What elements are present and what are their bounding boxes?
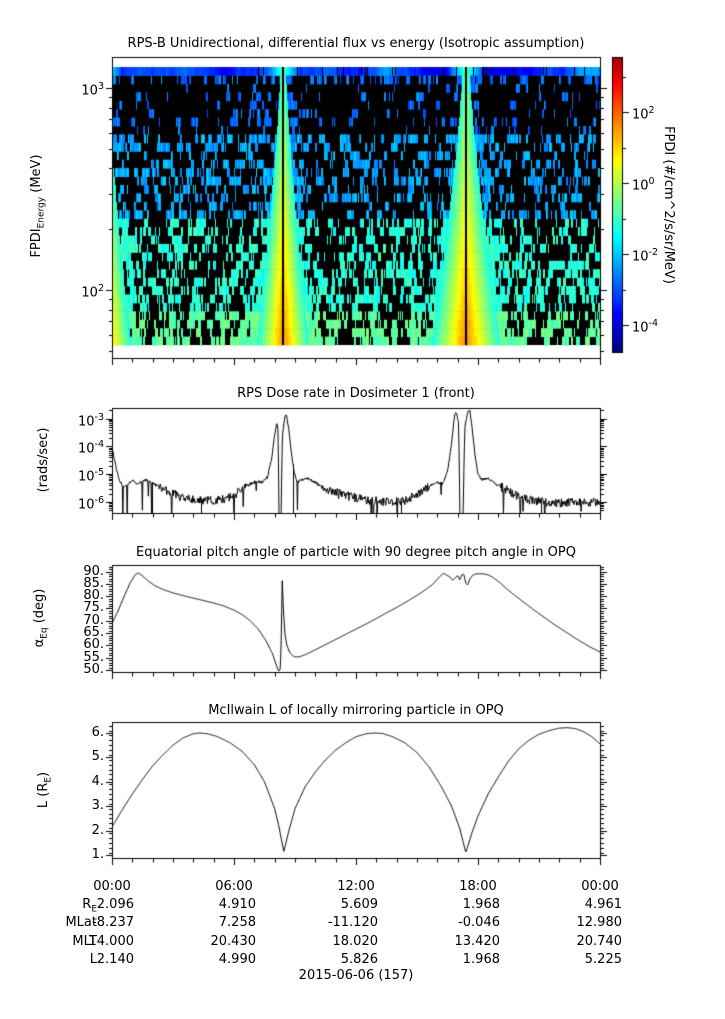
colorbar-tick-label: 10-4 [632,318,659,336]
pitch-axis-tick-label: 75. [83,600,104,616]
table-value-cell: 2.140 [96,952,134,967]
l-axis-tick-label: 5. [91,749,104,765]
table-value-cell: 20.740 [576,934,623,949]
pitch-axis-tick-label: 90. [83,563,104,579]
table-value-cell: 4.961 [584,897,622,912]
time-axis-label: 12:00 [337,879,375,894]
pitch-axis-tick-label: 70. [83,612,104,628]
pitch-axis-tick-label: 65. [83,625,104,641]
table-value-cell: 5.225 [584,952,622,967]
table-row-label: L [89,952,97,967]
table-row-label: MLat [65,915,97,930]
dose-axis-tick-label: 10-6 [77,495,104,513]
pitch-axis-tick-label: 60. [83,637,104,653]
energy-axis-tick-label: 103 [81,81,104,99]
pitch-axis-tick-label: 85. [83,575,104,591]
table-value-cell: -8.237 [92,915,134,930]
pitch-axis-tick-label: 80. [83,588,104,604]
table-value-cell: 14.000 [88,934,135,949]
colorbar-tick-label: 100 [632,176,655,194]
table-value-cell: 18.020 [332,934,379,949]
table-value-cell: 13.420 [454,934,501,949]
table-value-cell: 12.980 [576,915,623,930]
colorbar-tick-label: 102 [632,105,655,123]
dose-axis-tick-label: 10-4 [77,439,104,457]
energy-axis-tick-label: 102 [81,283,104,301]
spectrogram-title: RPS-B Unidirectional, differential flux … [127,36,585,51]
pitch-angle-title: Equatorial pitch angle of particle with … [136,545,576,560]
l-axis-tick-label: 1. [91,847,104,862]
colorbar-label: FPDI (#/cm^2/s/sr/MeV) [661,126,676,284]
l-axis-tick-label: 6. [91,725,104,740]
table-value-cell: -11.120 [327,915,378,930]
time-axis-label: 18:00 [459,879,497,894]
table-value-cell: 7.258 [218,915,256,930]
time-axis-label: 00:00 [581,879,619,894]
colorbar-tick-label: 10-2 [632,247,659,265]
table-value-cell: 1.968 [462,897,500,912]
table-row-label: MLT [72,934,97,949]
table-value-cell: 1.968 [462,952,500,967]
mcilwain-l-title: McIlwain L of locally mirroring particle… [208,703,504,718]
date-label: 2015-06-06 (157) [298,968,414,983]
mcilwain-l-ylabel: L (RE) [36,771,54,809]
table-value-cell: 20.430 [210,934,257,949]
dose-axis-tick-label: 10-3 [77,411,104,429]
pitch-axis-tick-label: 55. [83,649,104,665]
table-value-cell: -0.046 [458,915,500,930]
table-value-cell: 4.990 [218,952,256,967]
pitch-axis-tick-label: 50. [83,662,104,677]
l-axis-tick-label: 3. [91,798,104,814]
table-value-cell: 5.826 [340,952,378,967]
time-axis-label: 00:00 [93,879,131,894]
l-axis-tick-label: 4. [91,773,104,789]
table-value-cell: 5.609 [340,897,378,912]
table-value-cell: 2.096 [96,897,134,912]
table-row-label: RE [82,897,97,915]
dose-axis-tick-label: 10-5 [77,467,104,485]
time-axis-label: 06:00 [215,879,253,894]
table-value-cell: 4.910 [218,897,256,912]
dose-rate-title: RPS Dose rate in Dosimeter 1 (front) [237,386,475,401]
l-axis-tick-label: 2. [91,822,104,838]
